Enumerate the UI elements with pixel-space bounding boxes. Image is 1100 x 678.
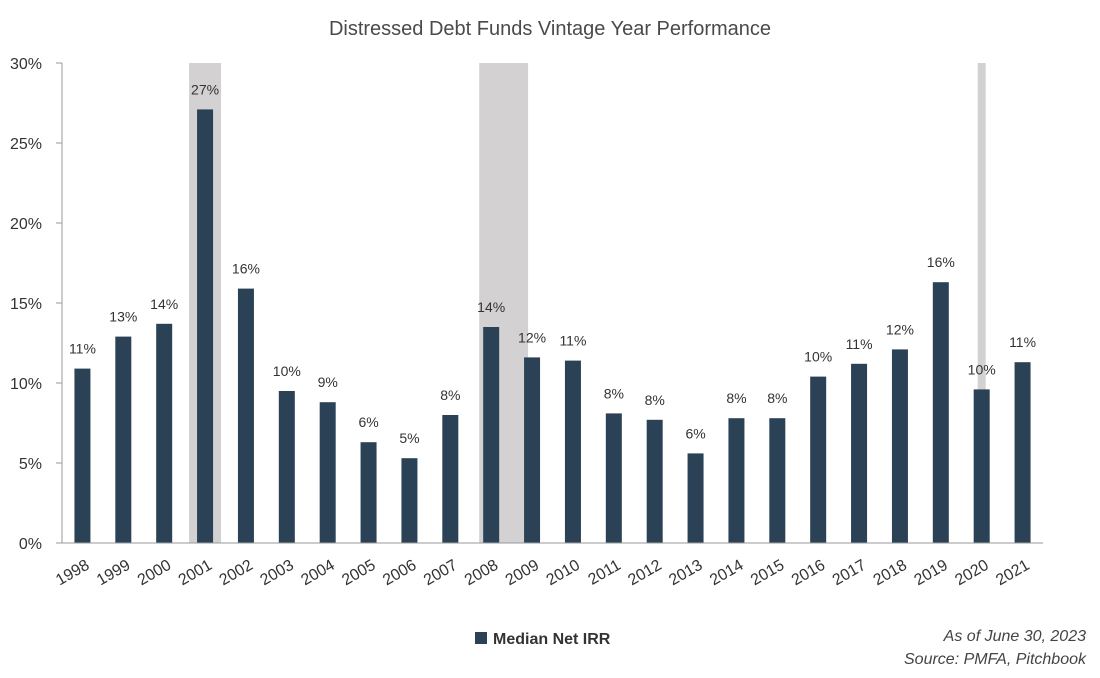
data-label-2004: 9% xyxy=(318,374,338,390)
data-label-2010: 11% xyxy=(559,333,586,349)
data-label-2019: 16% xyxy=(927,254,955,270)
x-tick-label: 2007 xyxy=(421,557,460,590)
data-label-2020: 10% xyxy=(968,361,996,377)
data-label-1999: 13% xyxy=(109,309,137,325)
bar-2009 xyxy=(524,357,541,543)
data-label-2017: 11% xyxy=(846,336,873,352)
x-tick-label: 2018 xyxy=(871,557,910,590)
data-label-2011: 8% xyxy=(604,385,624,401)
x-tick-label: 2020 xyxy=(952,557,991,590)
y-tick-label: 25% xyxy=(10,136,42,153)
data-label-2014: 8% xyxy=(726,390,746,406)
as-of-note: As of June 30, 2023 xyxy=(943,628,1086,645)
x-tick-label: 2015 xyxy=(748,557,787,590)
data-label-2015: 8% xyxy=(767,390,787,406)
x-tick-label: 2019 xyxy=(911,557,950,590)
x-tick-label: 2008 xyxy=(462,557,501,590)
x-tick-label: 2017 xyxy=(830,557,869,590)
bar-2003 xyxy=(278,391,295,543)
x-tick-label: 2009 xyxy=(503,557,542,590)
x-tick-label: 2004 xyxy=(298,557,337,590)
bar-2004 xyxy=(319,402,336,543)
data-label-2018: 12% xyxy=(886,321,914,337)
x-tick-label: 2011 xyxy=(586,557,624,589)
x-tick-label: 2000 xyxy=(135,557,174,590)
data-label-2006: 5% xyxy=(399,430,419,446)
data-label-2000: 14% xyxy=(150,296,178,312)
x-axis: 1998 1999 2000 2001 2002 2003 2004 2005 2006 2007… xyxy=(53,542,1043,590)
bar-2017 xyxy=(851,363,868,543)
bar-2008 xyxy=(483,327,500,543)
bar-2002 xyxy=(237,288,254,543)
x-tick-label: 2021 xyxy=(993,557,1032,590)
bar-2016 xyxy=(810,376,827,543)
data-label-2003: 10% xyxy=(273,363,301,379)
x-tick-label: 2016 xyxy=(789,557,828,590)
data-label-2002: 16% xyxy=(232,261,260,277)
bar-2011 xyxy=(605,413,622,543)
x-tick-label: 2003 xyxy=(257,557,296,590)
data-label-2016: 10% xyxy=(804,349,832,365)
bar-2021 xyxy=(1014,362,1031,543)
data-label-1998: 11% xyxy=(69,341,96,357)
bar-2015 xyxy=(769,418,786,543)
data-label-2008: 14% xyxy=(477,299,505,315)
x-tick-label: 2010 xyxy=(544,557,583,590)
bar-2000 xyxy=(156,323,173,543)
x-tick-label: 2013 xyxy=(666,557,705,590)
legend: Median Net IRR xyxy=(475,631,611,648)
y-axis: 0% 5% 10% 15% 20% 25% 30% xyxy=(10,56,63,553)
legend-swatch xyxy=(475,632,487,644)
bar-2006 xyxy=(401,458,418,543)
x-tick-label: 2005 xyxy=(339,557,378,590)
bar-1998 xyxy=(74,368,91,543)
data-label-2012: 8% xyxy=(645,392,665,408)
bar-2019 xyxy=(932,282,949,543)
data-label-2009: 12% xyxy=(518,329,546,345)
data-label-2021: 11% xyxy=(1009,334,1036,350)
data-label-2005: 6% xyxy=(358,414,378,430)
x-tick-label: 2012 xyxy=(625,557,664,590)
bar-1999 xyxy=(115,336,132,543)
legend-label: Median Net IRR xyxy=(493,631,611,648)
bar-2007 xyxy=(442,415,459,543)
y-tick-label: 20% xyxy=(10,216,42,233)
bars xyxy=(74,109,1031,544)
shaded-period-2020 xyxy=(977,63,986,543)
x-tick-label: 2002 xyxy=(217,557,256,590)
bar-2005 xyxy=(360,442,377,543)
x-tick-label: 1999 xyxy=(94,557,133,590)
chart-title: Distressed Debt Funds Vintage Year Perfo… xyxy=(329,18,771,40)
source-note: Source: PMFA, Pitchbook xyxy=(904,651,1087,668)
x-tick-label: 2001 xyxy=(176,557,215,590)
bar-2013 xyxy=(687,453,704,543)
x-tick-label: 1998 xyxy=(53,557,92,590)
y-tick-label: 0% xyxy=(19,536,42,553)
data-label-2007: 8% xyxy=(440,387,460,403)
data-labels: 11% 13% 14% 27% 16% 10% 9% 6% 5% 8% 14% 12% 11% 8% 8% 6… xyxy=(69,81,1036,446)
bar-2012 xyxy=(646,419,663,543)
bar-2014 xyxy=(728,418,745,543)
bar-2001 xyxy=(197,109,214,544)
y-tick-label: 15% xyxy=(10,296,42,313)
y-tick-label: 30% xyxy=(10,56,42,73)
y-tick-label: 5% xyxy=(19,456,42,473)
data-label-2013: 6% xyxy=(685,425,705,441)
x-tick-label: 2006 xyxy=(380,557,419,590)
bar-2010 xyxy=(564,360,581,543)
bar-2020 xyxy=(973,389,990,543)
bar-2018 xyxy=(891,349,908,543)
y-tick-label: 10% xyxy=(10,376,42,393)
x-tick-label: 2014 xyxy=(707,557,746,590)
data-label-2001: 27% xyxy=(191,81,219,97)
